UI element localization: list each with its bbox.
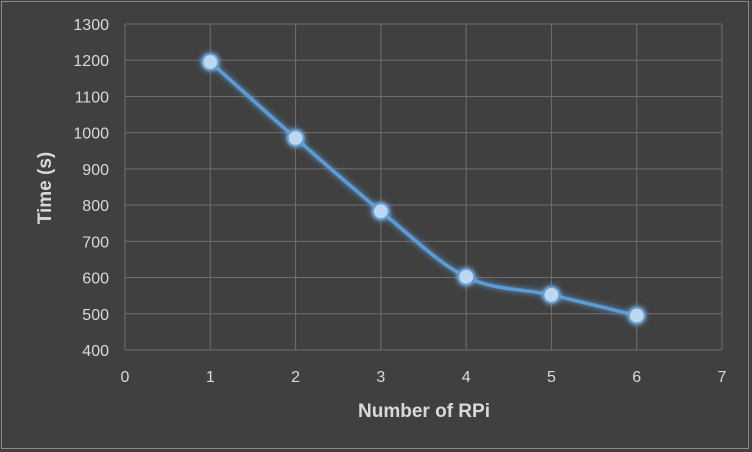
data-point <box>542 285 561 304</box>
y-tick-label: 900 <box>82 162 109 179</box>
y-tick-label: 1000 <box>73 126 109 143</box>
data-point <box>627 306 646 325</box>
x-tick-label: 6 <box>632 369 641 386</box>
x-tick-label: 0 <box>121 369 130 386</box>
x-tick-label: 3 <box>376 369 385 386</box>
series-time <box>201 53 646 325</box>
data-point <box>201 53 220 72</box>
x-tick-label: 4 <box>462 369 471 386</box>
data-point <box>286 129 305 148</box>
y-tick-label: 700 <box>82 234 109 251</box>
y-tick-label: 1200 <box>73 53 109 70</box>
y-tick-label: 1100 <box>75 89 110 106</box>
y-tick-label: 1300 <box>73 17 109 34</box>
x-tick-label: 1 <box>206 369 215 386</box>
y-tick-label: 600 <box>82 271 109 288</box>
y-axis-title: Time (s) <box>35 152 56 225</box>
x-axis-title: Number of RPi <box>358 401 490 422</box>
x-tick-label: 2 <box>291 369 300 386</box>
x-tick-label: 7 <box>718 369 727 386</box>
data-point <box>457 267 476 286</box>
y-tick-label: 400 <box>82 343 109 360</box>
data-point <box>371 202 390 221</box>
y-axis-ticks: 400 500 600 700 800 900 1000 1100 1200 1300 <box>73 17 109 360</box>
y-tick-label: 800 <box>82 198 109 215</box>
y-tick-label: 500 <box>82 307 109 324</box>
x-tick-label: 5 <box>547 369 556 386</box>
x-axis-ticks: 0 1 2 3 4 5 6 7 <box>121 369 727 386</box>
gridlines <box>124 23 723 351</box>
